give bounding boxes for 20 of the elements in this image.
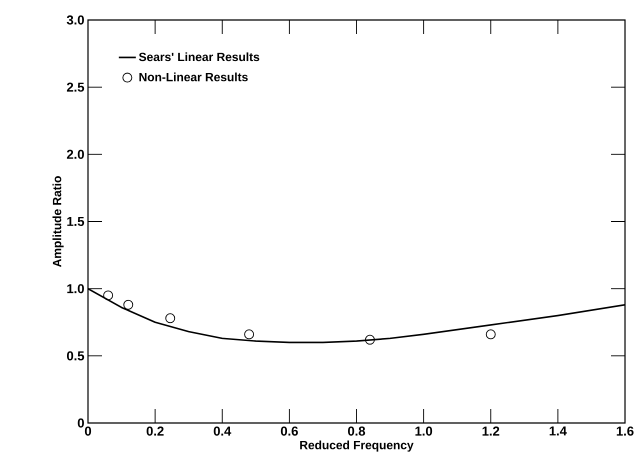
y-tick-label: 1.5 (67, 216, 84, 226)
x-axis-title: Reduced Frequency (300, 440, 414, 452)
y-tick-label: 3.0 (66, 15, 84, 25)
y-axis-title: Amplitude Ratio (52, 176, 64, 268)
y-tick-label: 2.0 (66, 150, 84, 159)
x-tick-label: 0.4 (214, 426, 232, 436)
y-tick-label: 2.5 (66, 82, 84, 92)
x-tick-label: 1.6 (616, 426, 634, 436)
legend-label: Sears' Linear Results (138, 52, 260, 62)
x-tick-label: 0.2 (146, 426, 164, 436)
x-tick-label: 0.8 (348, 426, 366, 436)
y-tick-label: 0.5 (66, 351, 84, 360)
x-tick-label: 0.6 (280, 426, 298, 436)
y-tick-label: 0 (78, 418, 84, 428)
x-tick-label: 0 (84, 426, 92, 436)
y-tick-label: 1.0 (67, 284, 84, 294)
x-tick-label: 1.0 (415, 426, 432, 436)
x-tick-label: 1.4 (550, 426, 567, 436)
legend-label: Non-Linear Results (139, 72, 248, 82)
x-tick-label: 1.2 (482, 426, 500, 436)
